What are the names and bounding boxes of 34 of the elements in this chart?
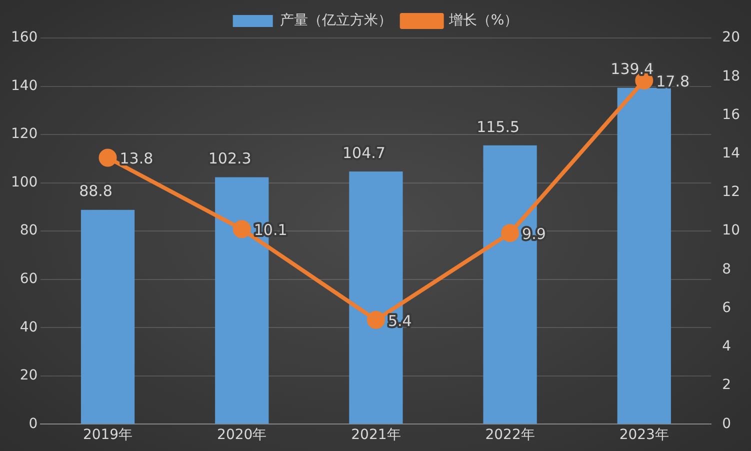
data-label: 115.5 <box>476 118 520 136</box>
y-tick-label: 120 <box>10 126 38 142</box>
y2-tick-label: 12 <box>722 184 740 200</box>
y2-tick-label: 8 <box>722 261 732 278</box>
data-label: 17.8 <box>656 72 690 90</box>
y-tick-label: 80 <box>20 222 38 239</box>
data-label: 102.3 <box>208 150 252 168</box>
y-tick-label: 60 <box>20 271 38 288</box>
y2-tick-label: 10 <box>722 222 740 239</box>
y2-tick-label: 0 <box>722 416 732 432</box>
y2-tick-label: 4 <box>722 338 732 355</box>
x-tick-label: 2021年 <box>351 427 401 444</box>
y-tick-label: 20 <box>20 368 38 384</box>
x-tick-label: 2020年 <box>217 427 267 444</box>
legend-label: 增长（%） <box>448 12 518 29</box>
x-tick-label: 2023年 <box>619 427 669 444</box>
y-tick-label: 40 <box>20 319 38 336</box>
y-tick-label: 0 <box>28 416 38 432</box>
y2-tick-label: 16 <box>722 106 740 123</box>
y-tick-label: 140 <box>10 78 38 94</box>
y2-tick-label: 18 <box>722 68 740 84</box>
data-label: 88.8 <box>79 182 112 200</box>
y2-tick-label: 6 <box>722 300 732 316</box>
y2-tick-label: 14 <box>722 146 740 162</box>
data-label: 104.7 <box>342 144 386 162</box>
y2-tick-label: 20 <box>722 30 740 46</box>
y-tick-label: 160 <box>10 30 38 46</box>
x-tick-label: 2022年 <box>485 427 535 444</box>
data-label: 139.4 <box>610 60 654 78</box>
y2-tick-label: 2 <box>722 377 732 394</box>
x-tick-label: 2019年 <box>82 427 133 444</box>
y-tick-label: 100 <box>10 174 38 190</box>
legend-label: 产量（亿立方米） <box>280 12 392 29</box>
data-label: 13.8 <box>120 150 154 168</box>
